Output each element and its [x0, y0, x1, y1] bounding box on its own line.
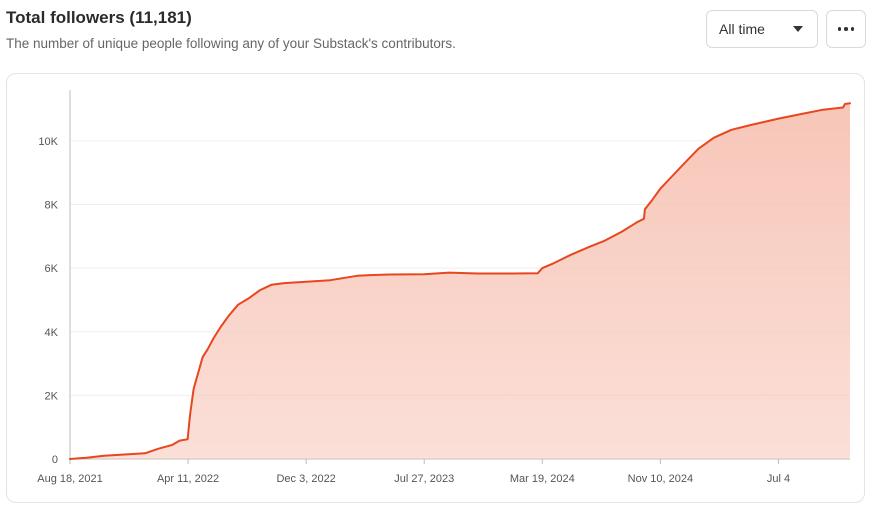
followers-area-chart: 0 2K 4K 6K 8K 10K Aug 18, 2021 Apr 11, 2022 Dec … — [37, 90, 851, 485]
series-line — [69, 102, 851, 460]
y-tick-label: 10K — [38, 136, 58, 148]
chart-header: Total followers (11,181) The number of u… — [6, 6, 606, 54]
x-tick-label: Apr 11, 2022 — [157, 473, 219, 485]
y-tick-label: 4K — [45, 327, 59, 339]
series-area — [70, 103, 850, 460]
more-horizontal-icon — [837, 27, 855, 31]
y-tick-label: 6K — [45, 263, 59, 275]
y-tick-label: 8K — [45, 200, 59, 212]
chart-card: 0 2K 4K 6K 8K 10K Aug 18, 2021 Apr 11, 2022 Dec … — [6, 73, 865, 503]
caret-down-icon — [793, 26, 803, 32]
more-options-button[interactable] — [826, 10, 866, 48]
x-tick-label: Nov 10, 2024 — [628, 473, 693, 485]
y-tick-label: 0 — [52, 454, 58, 466]
time-range-label: All time — [719, 21, 765, 37]
x-tick-label: Mar 19, 2024 — [510, 473, 575, 485]
x-tick-label: Dec 3, 2022 — [276, 473, 335, 485]
x-tick-label: Aug 18, 2021 — [37, 473, 102, 485]
x-tick-label: Jul 4 — [767, 473, 790, 485]
page-subtitle: The number of unique people following an… — [6, 36, 456, 51]
y-tick-label: 2K — [45, 390, 59, 402]
page-title: Total followers (11,181) — [6, 8, 192, 27]
time-range-select[interactable]: All time — [706, 10, 818, 48]
x-tick-label: Jul 27, 2023 — [394, 473, 454, 485]
